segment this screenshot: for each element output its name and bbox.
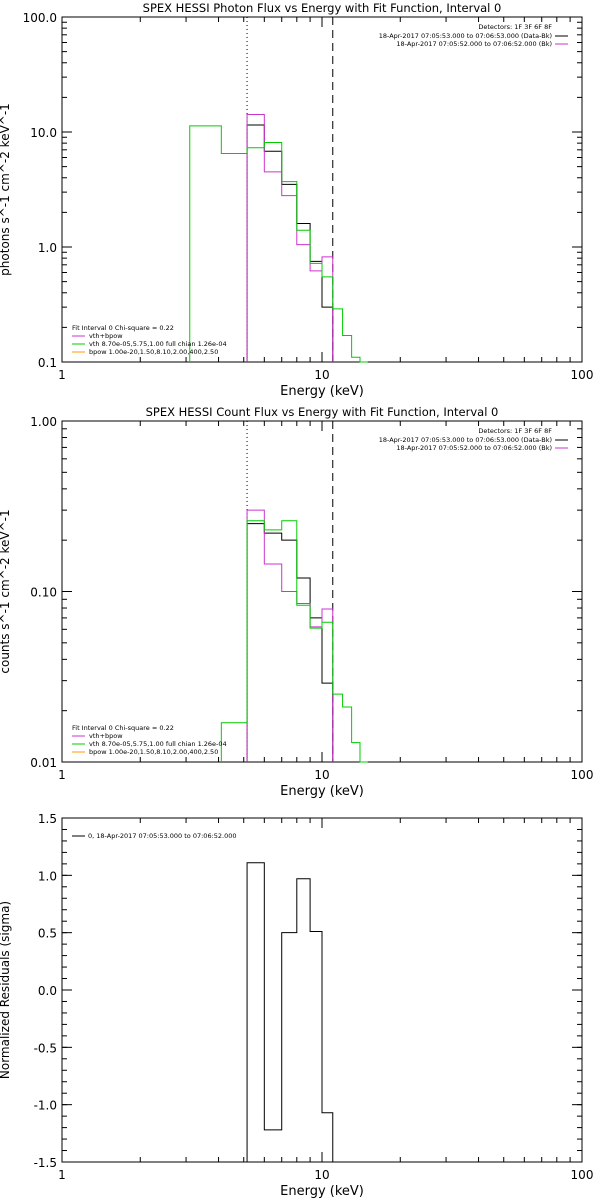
- legend-entry-label: bpow 1.00e-20,1.50,8.10,2.00,400,2.50: [89, 348, 218, 356]
- series-3-steps: [189, 125, 368, 363]
- legend-entry-label: 18-Apr-2017 07:05:52.000 to 07:06:52.000…: [396, 40, 552, 48]
- series-2-steps: [246, 509, 334, 762]
- y-tick-label: -1.0: [34, 1099, 57, 1113]
- x-axis-label: Energy (keV): [280, 1184, 364, 1199]
- y-axis-label: photons s^-1 cm^-2 keV^-1: [0, 103, 12, 276]
- y-tick-label: 0.10: [30, 586, 57, 600]
- legend-entry-label: 18-Apr-2017 07:05:52.000 to 07:06:52.000…: [396, 444, 552, 452]
- legend-detectors: Detectors: 1F 3F 6F 8F: [478, 427, 552, 435]
- series-3-steps: [220, 520, 368, 763]
- series-1-steps: [246, 124, 334, 362]
- legend-detectors: Detectors: 1F 3F 6F 8F: [478, 23, 552, 31]
- chart-panel-2: SPEX HESSI Count Flux vs Energy with Fit…: [0, 405, 593, 799]
- legend-entry-label: 18-Apr-2017 07:05:53.000 to 07:06:53.000…: [379, 436, 552, 444]
- x-tick-label: 10: [314, 1168, 329, 1182]
- y-tick-label: 10.0: [30, 126, 57, 140]
- x-tick-label: 1: [58, 368, 66, 382]
- x-axis-label: Energy (keV): [280, 384, 364, 399]
- legend-entry-label: vth 8.70e-05,5.75,1.00 full chian 1.26e-…: [89, 340, 227, 348]
- x-tick-label: 100: [571, 768, 594, 782]
- y-tick-label: 1.0: [38, 241, 57, 255]
- chart-title: SPEX HESSI Photon Flux vs Energy with Fi…: [143, 1, 502, 15]
- legend-entry-label: 18-Apr-2017 07:05:53.000 to 07:06:53.000…: [379, 32, 552, 40]
- y-tick-label: -1.5: [34, 1156, 57, 1170]
- x-tick-label: 1: [58, 1168, 66, 1182]
- x-tick-label: 10: [314, 368, 329, 382]
- series-1-steps: [246, 523, 334, 762]
- legend-entry-label: bpow 1.00e-20,1.50,8.10,2.00,400,2.50: [89, 748, 218, 756]
- chart-panel-1: SPEX HESSI Photon Flux vs Energy with Fi…: [0, 1, 593, 399]
- y-tick-label: 0.0: [38, 984, 57, 998]
- y-tick-label: -0.5: [34, 1041, 57, 1055]
- y-tick-label: 0.5: [38, 927, 57, 941]
- y-tick-label: 0.01: [30, 756, 57, 770]
- legend-entry-label: vth+bpow: [89, 732, 123, 740]
- legend-entry-label: 0, 18-Apr-2017 07:05:53.000 to 07:06:52.…: [88, 832, 237, 840]
- series-2-steps: [246, 113, 334, 362]
- y-tick-label: 1.0: [38, 869, 57, 883]
- legend-fit-header: Fit Interval 0 Chi-square = 0.22: [72, 724, 174, 732]
- x-tick-label: 10: [314, 768, 329, 782]
- x-axis-label: Energy (keV): [280, 784, 364, 799]
- legend-entry-label: vth 8.70e-05,5.75,1.00 full chian 1.26e-…: [89, 740, 227, 748]
- chart-title: SPEX HESSI Count Flux vs Energy with Fit…: [146, 405, 499, 419]
- y-tick-label: 1.00: [30, 415, 57, 429]
- y-axis-label: counts s^-1 cm^-2 keV^-1: [0, 509, 12, 673]
- x-tick-label: 100: [571, 368, 594, 382]
- y-tick-label: 1.5: [38, 812, 57, 826]
- y-tick-label: 100.0: [23, 11, 57, 25]
- x-tick-label: 100: [571, 1168, 594, 1182]
- plot-frame: [61, 420, 583, 763]
- legend-entry-label: vth+bpow: [89, 332, 123, 340]
- legend-fit-header: Fit Interval 0 Chi-square = 0.22: [72, 324, 174, 332]
- plot-frame: [61, 16, 583, 363]
- x-tick-label: 1: [58, 768, 66, 782]
- y-axis-label: Normalized Residuals (sigma): [0, 901, 12, 1079]
- chart-panel-3: 1 10 100 Energy (keV) -1.5 -1.0 -0.5 0.0 0.5 1.0 1…: [0, 812, 593, 1199]
- series-1-steps: [246, 862, 334, 1162]
- y-tick-label: 0.1: [38, 356, 57, 370]
